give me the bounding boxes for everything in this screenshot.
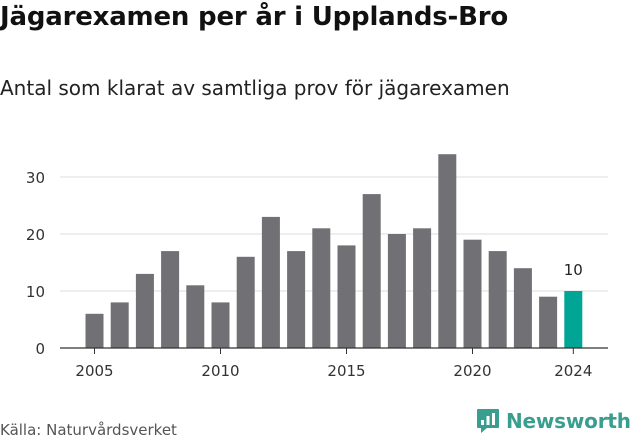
bar <box>387 234 406 348</box>
bar <box>261 216 280 348</box>
bar <box>413 228 432 348</box>
bar <box>337 245 356 348</box>
y-tick-label: 20 <box>26 226 45 244</box>
bar <box>488 251 507 348</box>
x-tick-label: 2005 <box>75 362 113 380</box>
y-tick-label: 10 <box>26 283 45 301</box>
bar <box>161 251 180 348</box>
x-tick-label: 2020 <box>453 362 491 380</box>
x-tick-label: 2015 <box>327 362 365 380</box>
source-note: Källa: Naturvårdsverket <box>0 421 177 439</box>
x-tick-label: 2010 <box>201 362 239 380</box>
bar <box>539 296 558 348</box>
bar <box>135 273 154 348</box>
bar <box>211 302 230 348</box>
newsworthy-logo-icon <box>477 409 499 433</box>
bar <box>438 154 457 348</box>
bar <box>463 239 482 348</box>
brand: Newsworthy <box>476 408 631 434</box>
x-tick-label: 2024 <box>554 362 592 380</box>
bar <box>236 256 255 348</box>
bar <box>85 313 104 348</box>
bar <box>312 228 331 348</box>
data-label: 10 <box>564 261 583 279</box>
bar <box>287 251 306 348</box>
chart-subtitle: Antal som klarat av samtliga prov för jä… <box>0 76 510 100</box>
brand-name: Newsworthy <box>506 409 631 433</box>
y-tick-label: 0 <box>35 340 45 358</box>
bar <box>513 268 532 348</box>
bar-highlight <box>564 291 583 348</box>
bar <box>186 285 205 348</box>
bar <box>110 302 129 348</box>
chart-title: Jägarexamen per år i Upplands-Bro <box>0 2 509 32</box>
bar <box>362 194 381 348</box>
y-tick-label: 30 <box>26 169 45 187</box>
